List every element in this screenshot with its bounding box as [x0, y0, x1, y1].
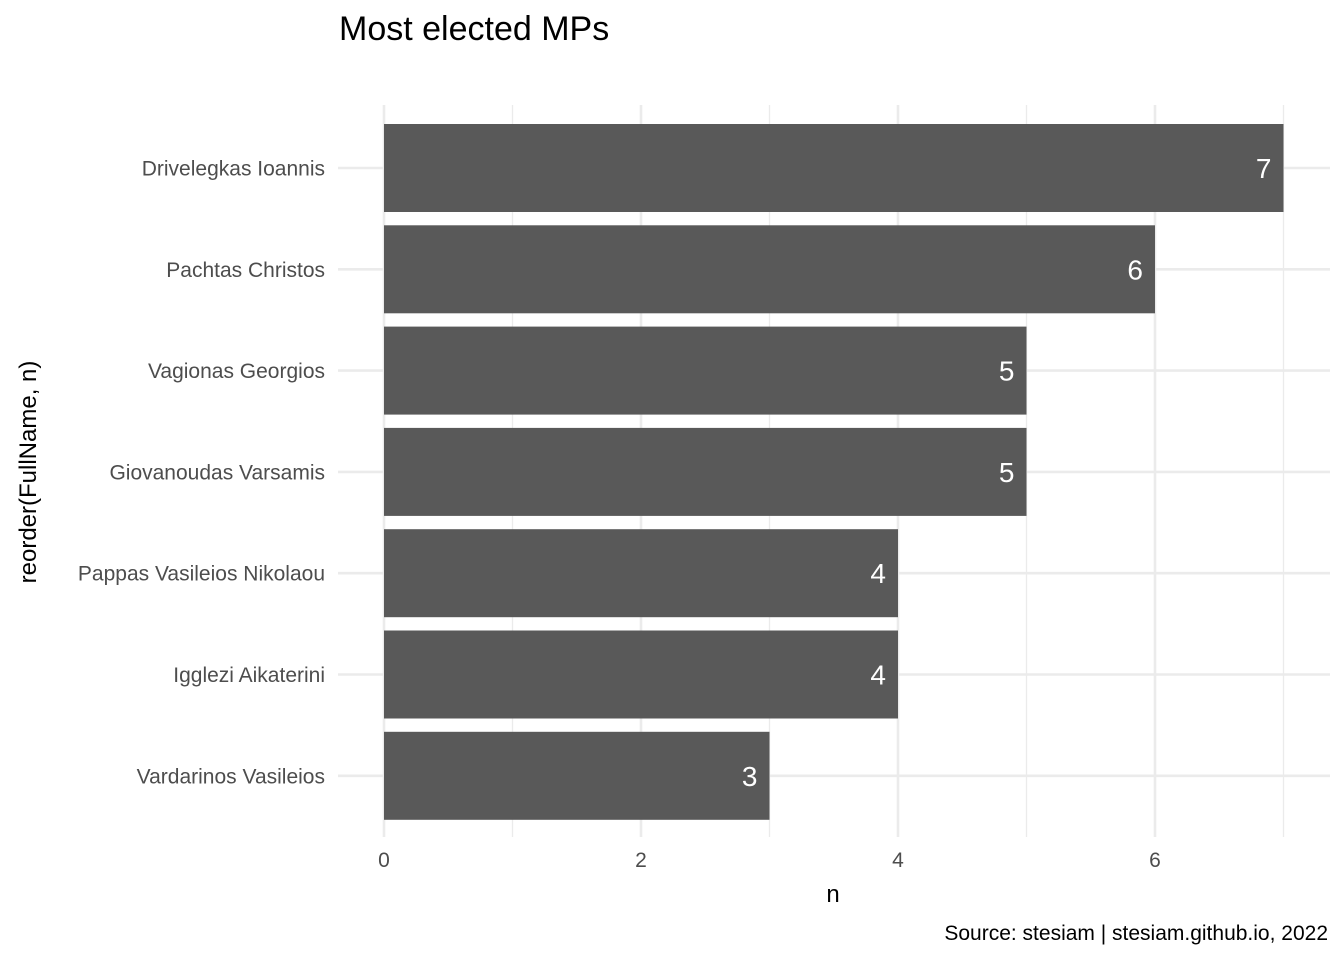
- bar: [384, 326, 1027, 415]
- bar-value-label: 5: [999, 356, 1015, 387]
- chart-title: Most elected MPs: [339, 10, 609, 48]
- bar-value-label: 7: [1256, 153, 1272, 184]
- y-tick-label: Pappas Vasileios Nikolaou: [78, 563, 325, 586]
- y-tick-label: Giovanoudas Varsamis: [109, 461, 325, 484]
- y-axis-title: reorder(FullName, n): [15, 361, 42, 584]
- bar: [384, 427, 1027, 516]
- bars: [384, 124, 1284, 820]
- x-tick-label: 6: [1149, 849, 1161, 872]
- x-axis-tick-labels: 0 2 4 6: [378, 849, 1161, 872]
- bar: [384, 630, 898, 719]
- bar-value-label: 3: [742, 761, 758, 792]
- y-axis-tick-labels: Drivelegkas Ioannis Pachtas Christos Vagio…: [78, 158, 325, 789]
- y-tick-label: Pachtas Christos: [166, 259, 325, 282]
- bar-value-label: 5: [999, 457, 1015, 488]
- y-tick-label: Drivelegkas Ioannis: [142, 158, 325, 181]
- chart-caption: Source: stesiam | stesiam.github.io, 202…: [944, 922, 1328, 945]
- bar-value-label: 4: [870, 558, 886, 589]
- x-tick-label: 2: [635, 849, 647, 872]
- y-tick-label: Igglezi Aikaterini: [173, 664, 325, 687]
- x-tick-label: 4: [892, 849, 904, 872]
- bar: [384, 124, 1284, 212]
- x-axis-title: n: [826, 881, 839, 908]
- bar-value-label: 6: [1127, 254, 1143, 285]
- bar-value-label: 4: [870, 660, 886, 691]
- bar-labels: 7 6 5 5 4 4 3: [742, 153, 1272, 792]
- y-tick-label: Vardarinos Vasileios: [137, 765, 325, 788]
- y-tick-label: Vagionas Georgios: [148, 360, 325, 383]
- bar: [384, 529, 898, 618]
- bar: [384, 731, 770, 820]
- bar: [384, 225, 1155, 314]
- x-tick-label: 0: [378, 849, 390, 872]
